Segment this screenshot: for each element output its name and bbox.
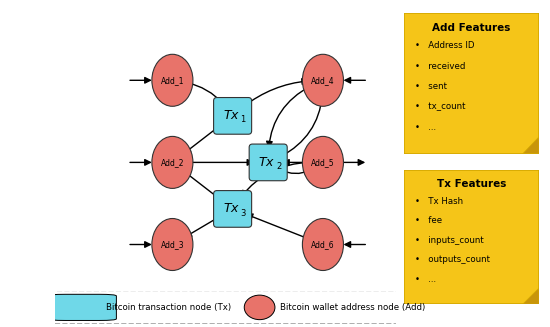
Text: •   Address ID: • Address ID: [415, 41, 475, 50]
Ellipse shape: [152, 136, 193, 188]
Text: Add_6: Add_6: [311, 240, 335, 249]
Ellipse shape: [302, 136, 343, 188]
Text: 2: 2: [276, 162, 281, 171]
Text: •   ...: • ...: [415, 123, 436, 132]
Text: Bitcoin wallet address node (Add): Bitcoin wallet address node (Add): [280, 303, 425, 312]
Text: Add_1: Add_1: [161, 76, 184, 85]
Text: •   sent: • sent: [415, 82, 447, 91]
Ellipse shape: [244, 295, 275, 320]
Text: Bitcoin transaction node (Tx): Bitcoin transaction node (Tx): [106, 303, 231, 312]
Text: Add_4: Add_4: [311, 76, 335, 85]
Text: •   Tx Hash: • Tx Hash: [415, 197, 463, 206]
Ellipse shape: [152, 218, 193, 270]
Text: •   outputs_count: • outputs_count: [415, 255, 490, 264]
Text: Add_5: Add_5: [311, 158, 335, 167]
Text: $\mathit{Tx}$: $\mathit{Tx}$: [223, 109, 240, 122]
Polygon shape: [523, 137, 539, 154]
Ellipse shape: [152, 54, 193, 106]
Text: •   inputs_count: • inputs_count: [415, 236, 484, 245]
Ellipse shape: [302, 218, 343, 270]
Text: •   fee: • fee: [415, 216, 442, 225]
Text: •   received: • received: [415, 61, 465, 71]
FancyBboxPatch shape: [249, 144, 287, 181]
Polygon shape: [523, 288, 539, 304]
FancyBboxPatch shape: [404, 13, 539, 154]
Text: Tx Features: Tx Features: [437, 180, 507, 189]
Text: Add_2: Add_2: [161, 158, 184, 167]
Text: •   tx_count: • tx_count: [415, 102, 465, 112]
Text: $\mathit{Tx}$: $\mathit{Tx}$: [258, 156, 276, 169]
FancyBboxPatch shape: [213, 97, 252, 134]
Text: 3: 3: [240, 209, 246, 217]
FancyBboxPatch shape: [48, 290, 403, 324]
Text: Add_3: Add_3: [161, 240, 184, 249]
FancyBboxPatch shape: [404, 170, 539, 304]
FancyBboxPatch shape: [213, 191, 252, 227]
Ellipse shape: [302, 54, 343, 106]
Text: Add Features: Add Features: [432, 23, 511, 33]
Text: •   ...: • ...: [415, 275, 436, 284]
FancyBboxPatch shape: [48, 294, 117, 320]
Text: 1: 1: [240, 115, 246, 125]
Text: $\mathit{Tx}$: $\mathit{Tx}$: [223, 202, 240, 215]
